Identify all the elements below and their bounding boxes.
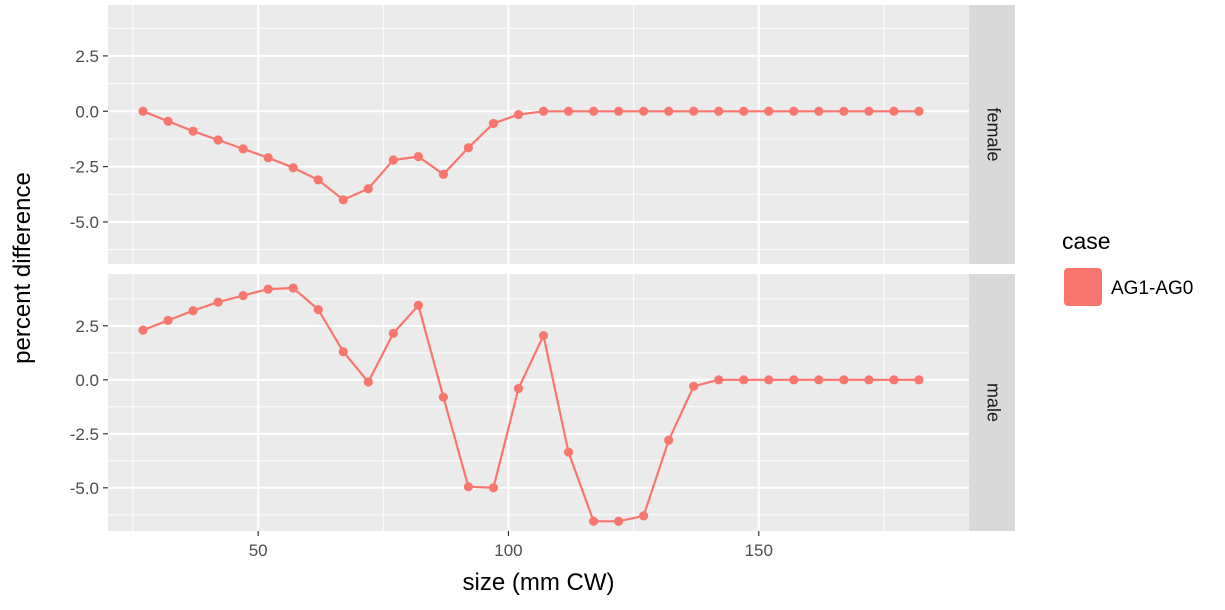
data-point bbox=[188, 306, 198, 316]
data-point bbox=[764, 106, 774, 116]
data-point bbox=[789, 375, 799, 385]
data-point bbox=[714, 375, 724, 385]
data-point bbox=[288, 283, 298, 293]
data-point bbox=[714, 106, 724, 116]
data-point bbox=[338, 347, 348, 357]
data-point bbox=[388, 328, 398, 338]
legend: case AG1-AG0 bbox=[1062, 228, 1193, 306]
data-point bbox=[639, 511, 649, 521]
y-tick-label: -5.0 bbox=[70, 479, 99, 498]
data-point bbox=[689, 381, 699, 391]
data-point bbox=[138, 325, 148, 335]
data-point bbox=[513, 383, 524, 394]
facet-strip-label: male bbox=[983, 383, 1003, 422]
data-point bbox=[438, 169, 448, 179]
x-tick-label: 150 bbox=[745, 541, 773, 560]
data-point bbox=[588, 106, 599, 116]
data-point bbox=[513, 109, 524, 120]
facet-strip-male bbox=[969, 274, 1015, 531]
data-point bbox=[413, 152, 423, 162]
data-point bbox=[889, 375, 899, 385]
data-point bbox=[588, 516, 599, 526]
data-point bbox=[814, 106, 824, 116]
x-tick-label: 50 bbox=[249, 541, 268, 560]
data-point bbox=[889, 106, 899, 116]
data-point bbox=[338, 195, 348, 205]
facet-strip-label: female bbox=[983, 107, 1003, 161]
data-point bbox=[739, 375, 749, 385]
data-point bbox=[238, 290, 248, 301]
legend-key-swatch bbox=[1064, 268, 1102, 306]
data-point bbox=[163, 315, 173, 326]
data-point bbox=[563, 106, 574, 116]
data-point bbox=[313, 305, 323, 315]
data-point bbox=[789, 106, 799, 116]
data-point bbox=[864, 106, 874, 116]
data-point bbox=[664, 106, 674, 116]
data-point bbox=[613, 106, 624, 116]
data-point bbox=[538, 106, 549, 116]
data-point bbox=[639, 106, 649, 116]
panels-layer: female male bbox=[108, 5, 1015, 531]
data-point bbox=[664, 435, 674, 445]
data-point bbox=[188, 126, 198, 136]
data-point bbox=[163, 116, 173, 126]
y-tick-label: -2.5 bbox=[70, 158, 99, 177]
data-point bbox=[363, 377, 373, 387]
y-tick-label: 2.5 bbox=[75, 317, 99, 336]
panel-background bbox=[108, 274, 969, 531]
data-point bbox=[213, 135, 223, 145]
data-point bbox=[463, 482, 474, 492]
facet-strip-female bbox=[969, 5, 1015, 264]
data-point bbox=[914, 106, 924, 116]
data-point bbox=[764, 375, 774, 385]
data-point bbox=[463, 143, 474, 153]
data-point bbox=[488, 118, 499, 129]
data-point bbox=[864, 375, 874, 385]
data-point bbox=[138, 106, 148, 116]
data-point bbox=[238, 144, 248, 154]
y-tick-label: 0.0 bbox=[75, 371, 99, 390]
axes-layer: -5.0 -2.5 0.0 2.5 -5.0 -2.5 0.0 2.5 50 100 150 bbox=[70, 47, 773, 560]
data-point bbox=[914, 375, 924, 385]
data-point bbox=[288, 163, 298, 173]
y-tick-label: 0.0 bbox=[75, 102, 99, 121]
data-point bbox=[413, 300, 423, 310]
data-point bbox=[263, 284, 273, 294]
legend-title: case bbox=[1062, 228, 1111, 254]
y-tick-label: -5.0 bbox=[70, 213, 99, 232]
data-point bbox=[689, 106, 699, 116]
x-tick-label: 100 bbox=[494, 541, 522, 560]
data-point bbox=[363, 184, 373, 194]
legend-entry-label: AG1-AG0 bbox=[1111, 278, 1193, 299]
y-tick-label: 2.5 bbox=[75, 47, 99, 66]
data-point bbox=[613, 516, 624, 526]
panel-background bbox=[108, 5, 969, 264]
data-point bbox=[488, 483, 499, 493]
data-point bbox=[263, 153, 273, 163]
y-tick-label: -2.5 bbox=[70, 425, 99, 444]
data-point bbox=[213, 297, 223, 307]
data-point bbox=[814, 375, 824, 385]
data-point bbox=[438, 392, 448, 402]
data-point bbox=[739, 106, 749, 116]
x-axis-title: size (mm CW) bbox=[463, 569, 615, 596]
facet-panel-male: male bbox=[108, 274, 1015, 531]
data-point bbox=[839, 375, 849, 385]
data-point bbox=[388, 155, 398, 165]
data-point bbox=[313, 175, 323, 185]
data-point bbox=[563, 447, 574, 457]
data-point bbox=[839, 106, 849, 116]
y-axis-title: percent difference bbox=[9, 172, 36, 364]
facet-panel-female: female bbox=[108, 5, 1015, 264]
data-point bbox=[538, 330, 549, 341]
